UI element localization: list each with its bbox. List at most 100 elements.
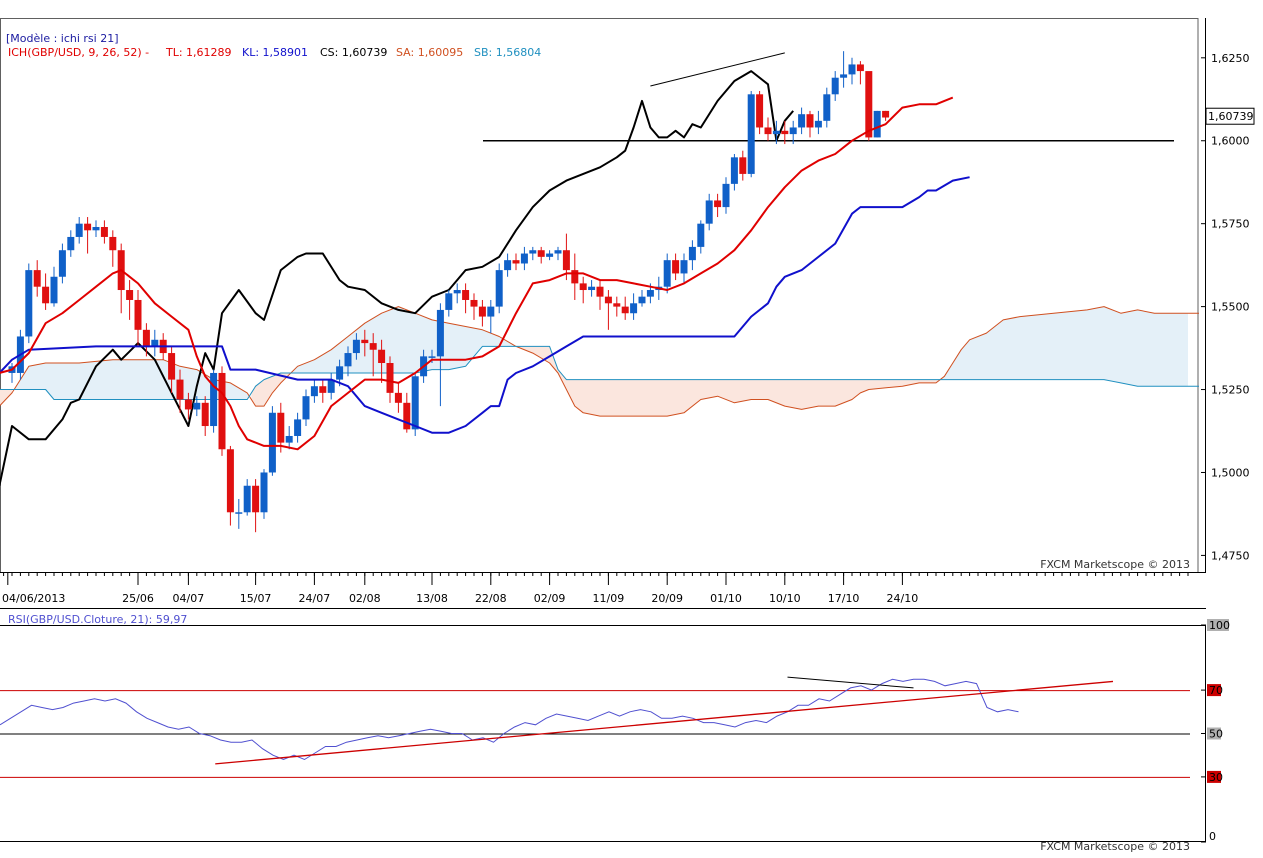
price-y-tick-label: 1,5750 (1211, 218, 1250, 231)
candle-bearish (378, 349, 386, 364)
price-watermark: FXCM Marketscope © 2013 (1040, 558, 1190, 571)
candle-bullish (25, 270, 33, 337)
candle-bullish (75, 223, 83, 237)
candle-bearish (806, 114, 814, 128)
model-label: [Modèle : ichi rsi 21] (6, 32, 119, 45)
price-y-tick-label: 1,6250 (1211, 52, 1250, 65)
candle-bearish (109, 236, 117, 251)
candle-bearish (613, 303, 621, 307)
candle-bearish (394, 392, 402, 403)
rsi-trend-line (787, 676, 914, 689)
candle-bullish (688, 246, 696, 261)
candle-bullish (268, 412, 276, 473)
candle-bullish (705, 200, 713, 224)
candle-bullish (772, 130, 780, 135)
candle-bullish (411, 376, 419, 430)
candle-bearish (512, 260, 520, 264)
x-axis-tick-label: 02/09 (534, 592, 566, 605)
candle-bearish (218, 372, 226, 450)
rsi-y-tick-badge (1207, 619, 1229, 631)
candle-bearish (562, 250, 570, 271)
candle-bearish (42, 286, 50, 304)
candle-bullish (58, 250, 66, 277)
candle-bullish (445, 293, 453, 310)
candle-bearish (33, 270, 41, 287)
candle-bullish (285, 435, 293, 443)
candle-bearish (596, 286, 604, 297)
candle-bullish (873, 110, 881, 138)
candle-bullish (92, 226, 100, 231)
candle-bullish (554, 250, 562, 254)
rsi-watermark: FXCM Marketscope © 2013 (1040, 840, 1190, 853)
candle-bullish (646, 290, 654, 297)
candle-bearish (176, 379, 184, 400)
price-y-tick-label: 1,5250 (1211, 384, 1250, 397)
rsi-y-tick-label: 30 (1209, 771, 1223, 784)
candle-bullish (487, 306, 495, 317)
candle-bullish (546, 253, 554, 257)
candle-bullish (235, 512, 243, 514)
price-y-tick-label: 1,4750 (1211, 549, 1250, 562)
candle-bearish (579, 283, 587, 291)
candle-bullish (344, 353, 352, 367)
candle-bearish (403, 402, 411, 430)
candle-bearish (462, 290, 470, 300)
legend-tl: TL: 1,61289 (165, 46, 232, 59)
candle-bullish (436, 309, 444, 357)
candle-bullish (630, 303, 638, 314)
candle-bearish (361, 339, 369, 344)
candle-bearish (134, 299, 142, 330)
kumo-bearish-cloud (0, 389, 12, 406)
candle-bullish (302, 396, 310, 420)
candle-bearish (201, 402, 209, 427)
plot-edge-mask (1199, 18, 1205, 572)
candle-bearish (470, 299, 478, 307)
candle-bullish (453, 290, 461, 294)
x-axis-tick-label: 01/10 (710, 592, 742, 605)
x-axis-tick-label: 15/07 (240, 592, 272, 605)
candle-bullish (680, 260, 688, 274)
candle-bearish (100, 226, 108, 237)
rsi-y-tick-label: 100 (1209, 619, 1230, 632)
x-axis-tick-label: 10/10 (769, 592, 801, 605)
candle-bullish (814, 120, 822, 128)
kumo-bullish-cloud (940, 306, 1188, 387)
candle-bearish (739, 157, 747, 174)
rsi-trend-line (215, 680, 1114, 765)
rsi-panel: RSI(GBP/USD.Cloture, 21): 59,97 100 70 50 30… (0, 613, 1230, 853)
candle-bearish (142, 329, 150, 347)
candle-bearish (84, 223, 92, 231)
rsi-y-tick-badge (1207, 727, 1221, 740)
legend-ichimoku: ICH(GBP/USD, 9, 26, 52) - (8, 46, 149, 59)
candle-bearish (621, 306, 629, 314)
candle-bearish (252, 485, 260, 513)
candle-bullish (663, 260, 671, 287)
candle-bullish (588, 286, 596, 291)
candle-bullish (243, 485, 251, 513)
candle-bullish (428, 356, 436, 358)
rsi-y-tick-label: 50 (1209, 728, 1223, 741)
x-axis-tick-label: 02/08 (349, 592, 381, 605)
candle-bearish (168, 353, 176, 380)
x-axis-tick-label: 22/08 (475, 592, 507, 605)
candle-bearish (226, 449, 234, 513)
candle-bullish (294, 419, 302, 436)
candle-bullish (352, 339, 360, 354)
price-y-tick-label: 1,5000 (1211, 466, 1250, 479)
candle-bullish (520, 253, 528, 264)
candle-bullish (529, 250, 537, 254)
rsi-y-tick-label: 70 (1209, 684, 1223, 697)
candle-bullish (260, 472, 268, 513)
candle-bullish (327, 379, 335, 393)
rsi-line (0, 678, 1019, 761)
price-trend-line (650, 52, 785, 87)
candle-bullish (193, 402, 201, 410)
candle-bearish (386, 363, 394, 393)
last-price-label: 1,60739 (1208, 110, 1254, 123)
tenkan-sen-line (0, 96, 954, 451)
candle-bearish (604, 296, 612, 304)
candle-bullish (722, 183, 730, 208)
x-axis-tick-label: 04/07 (173, 592, 205, 605)
rsi-title: RSI(GBP/USD.Cloture, 21): 59,97 (8, 613, 187, 626)
